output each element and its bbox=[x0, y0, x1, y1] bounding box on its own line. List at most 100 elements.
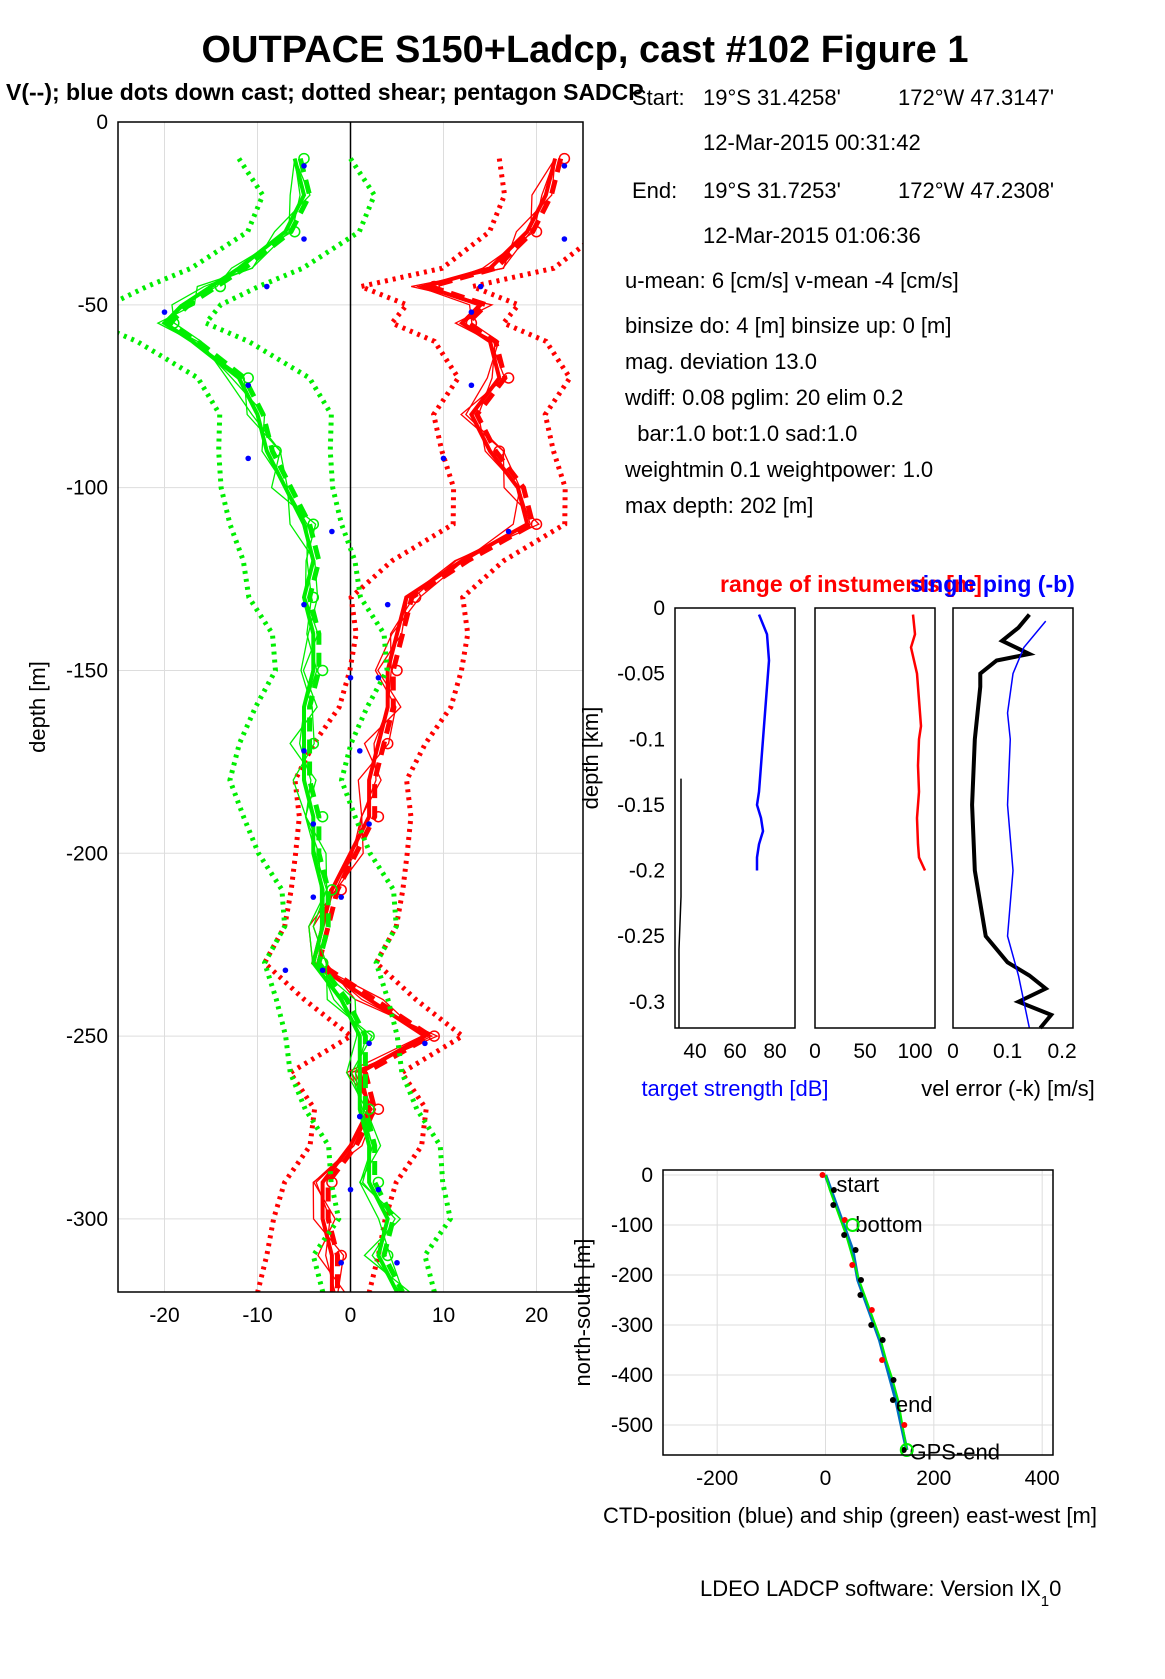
downcast-dot-u bbox=[347, 1186, 354, 1193]
start-time: 12-Mar-2015 00:31:42 bbox=[703, 130, 921, 155]
figure-subtitle: V(--); blue dots down cast; dotted shear… bbox=[6, 79, 644, 105]
x-axis-label: target strength [dB] bbox=[641, 1076, 828, 1101]
y-tick-label: -300 bbox=[66, 1208, 108, 1231]
downcast-dot-v bbox=[310, 821, 317, 827]
downcast-dot-v bbox=[301, 236, 307, 242]
sadcp-marker-u bbox=[493, 445, 506, 457]
y-tick-label: -0.1 bbox=[629, 728, 665, 751]
velocity-error-plot: 0 0.1 0.2 single ping (-b) vel error (-k) [m… bbox=[910, 571, 1095, 1101]
track-marker bbox=[841, 1217, 848, 1223]
x-tick-label: 0 bbox=[947, 1040, 959, 1063]
start-label: Start: bbox=[632, 85, 685, 110]
downcast-dot-v bbox=[282, 967, 289, 974]
y-tick-label: -200 bbox=[66, 842, 108, 865]
downcast-dot-u bbox=[561, 163, 568, 169]
sadcp-marker-v bbox=[214, 280, 227, 293]
end-lat: 19°S 31.7253' bbox=[703, 178, 841, 203]
x-tick-label: 10 bbox=[432, 1304, 455, 1327]
downcast-dot-v bbox=[329, 528, 335, 535]
downcast-dot-u bbox=[338, 1259, 345, 1266]
mean-velocity: u-mean: 6 [cm/s] v-mean -4 [cm/s] bbox=[625, 268, 959, 293]
track-annotation: GPS-end bbox=[909, 1440, 1000, 1465]
single-ping-title: single ping (-b) bbox=[910, 571, 1075, 597]
sadcp-marker-u bbox=[381, 737, 394, 750]
y-tick-label: -250 bbox=[66, 1025, 108, 1048]
y-axis-label: north-south [m] bbox=[570, 1239, 595, 1387]
track-marker bbox=[879, 1357, 886, 1363]
y-axis-label: depth [m] bbox=[25, 661, 50, 753]
track-marker bbox=[900, 1447, 907, 1453]
axes-frame bbox=[814, 607, 936, 1029]
downcast-dot-v bbox=[366, 1040, 372, 1047]
axes-frame bbox=[662, 1169, 1054, 1456]
track-marker bbox=[819, 1172, 826, 1178]
sadcp-marker-v bbox=[316, 664, 329, 677]
sadcp-marker-v bbox=[307, 591, 320, 604]
track-marker bbox=[857, 1292, 864, 1298]
track-marker bbox=[868, 1322, 875, 1328]
sadcp-marker-u bbox=[372, 810, 385, 823]
profile-u-dashed bbox=[316, 157, 564, 1292]
sadcp-marker-u bbox=[428, 280, 440, 293]
downcast-dot-u bbox=[375, 674, 382, 681]
y-tick-label: -0.2 bbox=[629, 860, 665, 883]
sadcp-marker-u bbox=[530, 225, 543, 238]
sadcp-marker-u bbox=[428, 1030, 440, 1042]
downcast-dot-u bbox=[319, 967, 326, 974]
downcast-dot-u bbox=[384, 601, 391, 608]
sadcp-marker-v bbox=[307, 518, 320, 530]
x-tick-label: 100 bbox=[897, 1040, 932, 1063]
axes-frame bbox=[952, 607, 1074, 1029]
downcast-dot-v bbox=[245, 382, 251, 389]
axes-frame bbox=[674, 607, 796, 1029]
downcast-dot-v bbox=[245, 455, 251, 462]
profile-lines bbox=[118, 122, 583, 1339]
downcast-dot-v bbox=[301, 748, 307, 754]
y-tick-label: -500 bbox=[611, 1414, 653, 1437]
downcast-dot-v bbox=[357, 1113, 363, 1120]
sadcp-marker-v bbox=[270, 445, 282, 457]
weight-info: weightmin 0.1 weightpower: 1.0 bbox=[624, 457, 933, 482]
velocity-profile-plot: -20 -10 0 10 200-50-100-150-200-250-300depth… bbox=[25, 111, 584, 1339]
sadcp-marker-v bbox=[288, 225, 301, 238]
range-title: range of instuments [m] bbox=[720, 571, 982, 597]
track-marker bbox=[852, 1247, 859, 1253]
y-tick-label: -50 bbox=[78, 294, 108, 317]
downcast-dot-v bbox=[301, 601, 307, 608]
profile-v-dashed bbox=[166, 157, 405, 1292]
track-annotation: start bbox=[836, 1172, 879, 1197]
shear-envelope-v bbox=[201, 157, 453, 1292]
sadcp-marker-u bbox=[465, 317, 478, 329]
y-tick-label: 0 bbox=[641, 1164, 653, 1187]
shear-envelope-u bbox=[366, 242, 583, 1292]
instrument-range-plot: 0 50 100 range of instuments [m] bbox=[720, 571, 982, 1063]
vel-error-line bbox=[1006, 620, 1047, 1029]
axes-frame bbox=[117, 121, 584, 1293]
bottom-marker bbox=[845, 1218, 860, 1232]
range-line bbox=[909, 614, 927, 872]
x-axis-label: vel error (-k) [m/s] bbox=[921, 1076, 1095, 1101]
start-lat: 19°S 31.4258' bbox=[703, 85, 841, 110]
sadcp-marker-u bbox=[558, 152, 571, 165]
y-tick-label: -300 bbox=[611, 1314, 653, 1337]
x-tick-label: 80 bbox=[763, 1040, 786, 1063]
downcast-dot-u bbox=[468, 309, 475, 315]
position-plot: -200 0 200 400 0 -100 -200 -300 -400 -500 start bot… bbox=[570, 1164, 1097, 1528]
shear-envelope-u bbox=[255, 158, 508, 1292]
y-tick-label: -100 bbox=[611, 1214, 653, 1237]
y-tick-label: -0.15 bbox=[617, 794, 665, 817]
gps-end-marker bbox=[899, 1443, 914, 1457]
target-strength-plot: 40 60 80 0 -0.05 -0.1 -0.15 -0.2 -0.25 -0.3 depth … bbox=[578, 597, 829, 1101]
max-depth: max depth: 202 [m] bbox=[625, 493, 813, 518]
y-axis-label: depth [km] bbox=[578, 707, 603, 810]
track-annotation: end bbox=[896, 1392, 933, 1417]
x-tick-label: 20 bbox=[525, 1304, 548, 1327]
downcast-dot-u bbox=[348, 1333, 354, 1339]
end-label: End: bbox=[632, 178, 677, 203]
x-tick-label: 60 bbox=[723, 1040, 746, 1063]
y-tick-label: -400 bbox=[611, 1364, 653, 1387]
x-tick-label: 0 bbox=[820, 1467, 832, 1490]
end-time: 12-Mar-2015 01:06:36 bbox=[703, 223, 921, 248]
downcast-dot-u bbox=[468, 382, 475, 389]
